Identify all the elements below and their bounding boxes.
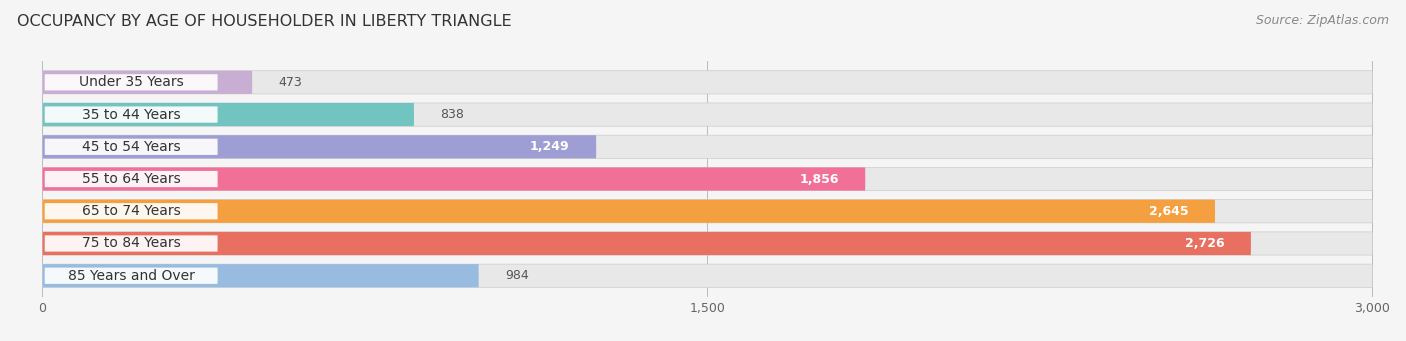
Text: 2,726: 2,726 xyxy=(1185,237,1225,250)
FancyBboxPatch shape xyxy=(42,71,1372,94)
Text: 1,856: 1,856 xyxy=(799,173,838,186)
Text: Source: ZipAtlas.com: Source: ZipAtlas.com xyxy=(1256,14,1389,27)
Text: Under 35 Years: Under 35 Years xyxy=(79,75,184,89)
FancyBboxPatch shape xyxy=(42,199,1215,223)
FancyBboxPatch shape xyxy=(42,71,252,94)
FancyBboxPatch shape xyxy=(45,139,218,155)
FancyBboxPatch shape xyxy=(45,235,218,252)
FancyBboxPatch shape xyxy=(45,74,218,90)
FancyBboxPatch shape xyxy=(42,264,1372,287)
FancyBboxPatch shape xyxy=(42,264,478,287)
FancyBboxPatch shape xyxy=(42,199,1372,223)
FancyBboxPatch shape xyxy=(45,203,218,219)
FancyBboxPatch shape xyxy=(42,167,1372,191)
FancyBboxPatch shape xyxy=(42,103,1372,126)
Text: 473: 473 xyxy=(278,76,302,89)
FancyBboxPatch shape xyxy=(42,232,1372,255)
FancyBboxPatch shape xyxy=(42,232,1251,255)
FancyBboxPatch shape xyxy=(45,268,218,284)
FancyBboxPatch shape xyxy=(42,135,596,159)
Text: 45 to 54 Years: 45 to 54 Years xyxy=(82,140,180,154)
FancyBboxPatch shape xyxy=(45,171,218,187)
FancyBboxPatch shape xyxy=(45,106,218,123)
Text: 75 to 84 Years: 75 to 84 Years xyxy=(82,237,180,251)
Text: 984: 984 xyxy=(505,269,529,282)
FancyBboxPatch shape xyxy=(42,103,413,126)
Text: 35 to 44 Years: 35 to 44 Years xyxy=(82,107,180,121)
Text: 85 Years and Over: 85 Years and Over xyxy=(67,269,194,283)
Text: 838: 838 xyxy=(440,108,464,121)
FancyBboxPatch shape xyxy=(42,135,1372,159)
Text: 2,645: 2,645 xyxy=(1149,205,1188,218)
Text: OCCUPANCY BY AGE OF HOUSEHOLDER IN LIBERTY TRIANGLE: OCCUPANCY BY AGE OF HOUSEHOLDER IN LIBER… xyxy=(17,14,512,29)
Text: 1,249: 1,249 xyxy=(530,140,569,153)
Text: 65 to 74 Years: 65 to 74 Years xyxy=(82,204,180,218)
Text: 55 to 64 Years: 55 to 64 Years xyxy=(82,172,180,186)
FancyBboxPatch shape xyxy=(42,167,865,191)
